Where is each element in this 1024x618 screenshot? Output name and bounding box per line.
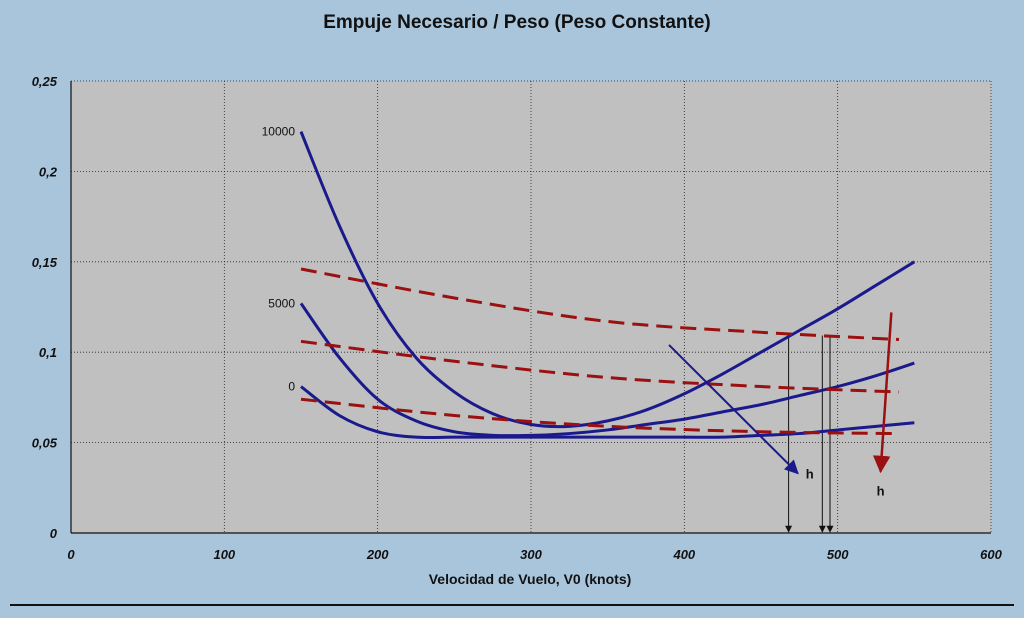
y-tick-label: 0,15	[32, 255, 58, 270]
required-thrust-line	[299, 131, 916, 429]
available-thrust-line	[300, 267, 900, 342]
curve-label: 5000	[268, 296, 295, 310]
y-tick-label: 0,2	[39, 164, 58, 179]
bottom-border	[10, 604, 1014, 606]
y-tick-label: 0,05	[32, 436, 58, 451]
available-thrust-line	[300, 339, 900, 394]
x-tick-label: 500	[827, 547, 849, 562]
x-tick-label: 200	[366, 547, 389, 562]
y-tick-label: 0,1	[39, 345, 57, 360]
x-tick-label: 600	[980, 547, 1002, 562]
arrow-label: h	[877, 484, 885, 499]
chart-title: Empuje Necesario / Peso (Peso Constante)	[323, 12, 711, 33]
curve-label: 10000	[262, 125, 296, 139]
altitude-arrow-available	[872, 312, 893, 474]
curve-label: 0	[288, 380, 295, 394]
required-thrust-line	[299, 302, 915, 438]
y-tick-label: 0	[50, 526, 58, 541]
x-tick-label: 0	[67, 547, 75, 562]
y-tick-label: 0,25	[32, 74, 58, 89]
arrow-label: h	[806, 466, 814, 481]
available-thrust-line	[300, 397, 900, 436]
x-tick-label: 300	[520, 547, 542, 562]
x-tick-label: 100	[213, 547, 235, 562]
x-tick-label: 400	[672, 547, 695, 562]
altitude-arrow-required	[668, 344, 799, 475]
x-axis-label: Velocidad de Vuelo, V0 (knots)	[428, 571, 632, 587]
